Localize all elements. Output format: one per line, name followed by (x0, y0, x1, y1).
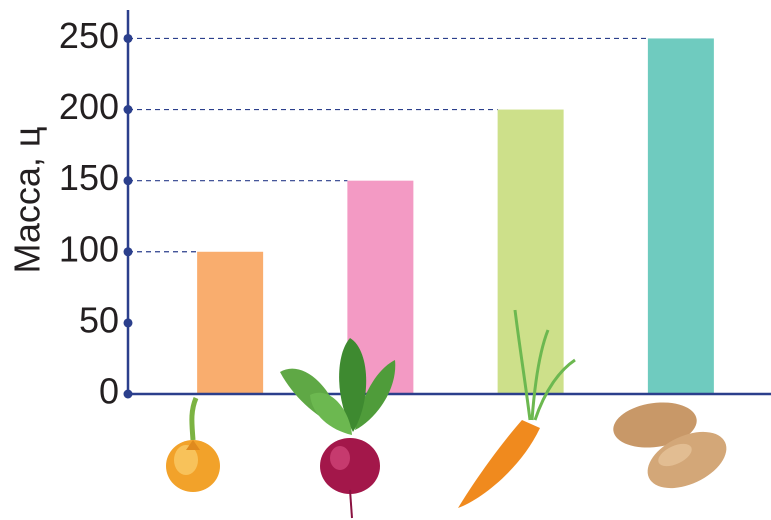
y-axis-label: Масса, ц (7, 126, 48, 273)
plot-area: 0 50 100 150 200 250 (59, 10, 771, 412)
vegetable-icons (166, 309, 727, 519)
y-tick-label: 100 (59, 228, 119, 269)
y-tick-dot (123, 389, 133, 399)
y-tick-label: 50 (79, 299, 119, 340)
y-tick-label: 150 (59, 157, 119, 198)
y-tick-label: 250 (59, 15, 119, 56)
beet-icon (280, 338, 396, 519)
y-tick-dot (123, 176, 133, 186)
bar (197, 251, 264, 394)
bar (647, 38, 714, 394)
onion-icon (166, 397, 220, 492)
carrot-icon (458, 309, 576, 508)
y-tick-dot (123, 247, 133, 257)
y-tick-dot (123, 33, 133, 43)
y-tick-label: 0 (99, 371, 119, 412)
bar (497, 109, 564, 395)
potato-icon (613, 402, 727, 489)
y-tick-dot (123, 105, 133, 115)
y-tick-dot (123, 318, 133, 328)
y-tick-label: 200 (59, 86, 119, 127)
